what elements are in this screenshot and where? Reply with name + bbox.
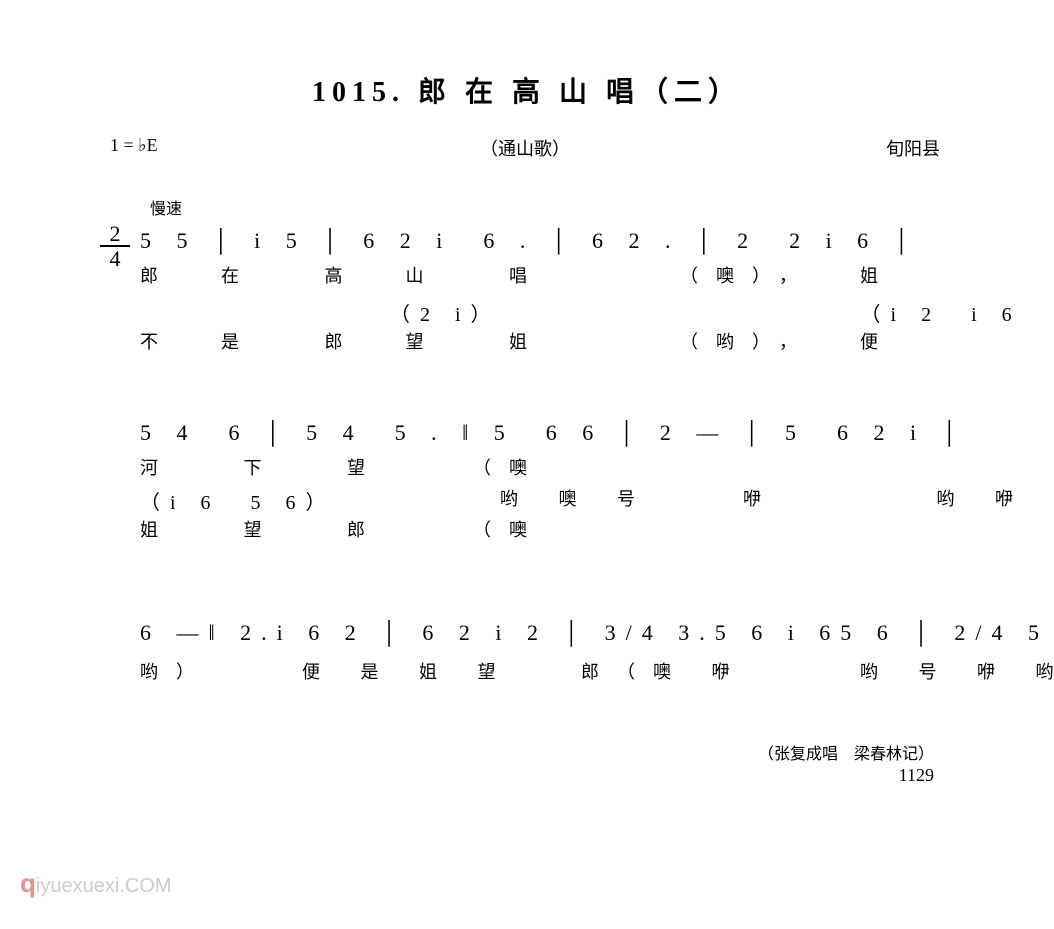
system2-lyric1: 河 下 望 （噢 [140,454,950,480]
tempo-mark: 慢速 [150,195,182,219]
watermark-rest: iyuexuexi.COM [36,875,172,897]
system1-lyric2: 不 是 郎 望 姐 （哟）， 便 是 （哟） [140,328,950,354]
credits: （张复成唱 梁春林记） [758,740,934,764]
time-sig-numerator: 2 [100,222,130,245]
county-label: 旬阳县 [886,135,940,161]
time-sig-denominator: 4 [100,245,130,270]
key-signature: 1 = ♭E [110,135,158,156]
system1-alt-notes: （2 i） （i 2 i 6 [390,298,1054,327]
system3-notation: 6 —‖ 2.i 6 2 │ 6 2 i 2 │ 3/4 3.5 6 i 65 … [140,620,950,646]
system3-lyric: 哟） 便 是 姐 望 郎（噢 咿 哟 号 咿 哟 号 外）。 [140,658,950,684]
genre-label: （通山歌） [480,135,570,161]
system2-mid-lyric: 哟 噢 号 咿 哟 咿 [500,485,1054,511]
score-title: 1015. 郎 在 高 山 唱（二） [0,70,1054,110]
system1-notation: 5 5 │ i 5 │ 6 2 i 6 . │ 6 2 . │ 2 2 i 6 … [140,228,950,254]
watermark-q: q [20,868,36,898]
system2-lyric2: 姐 望 郎 （噢 [140,516,950,542]
system2-notation: 5 4 6 │ 5 4 5 . ‖ 5 6 6 │ 2 — │ 5 6 2 i … [140,420,950,446]
page-number: 1129 [899,765,934,786]
system1-lyric1: 郎 在 高 山 唱 （噢）， 姐 在 （哟） [140,262,950,288]
time-signature-main: 2 4 [100,222,130,270]
watermark: qiyuexuexi.COM [20,868,172,899]
